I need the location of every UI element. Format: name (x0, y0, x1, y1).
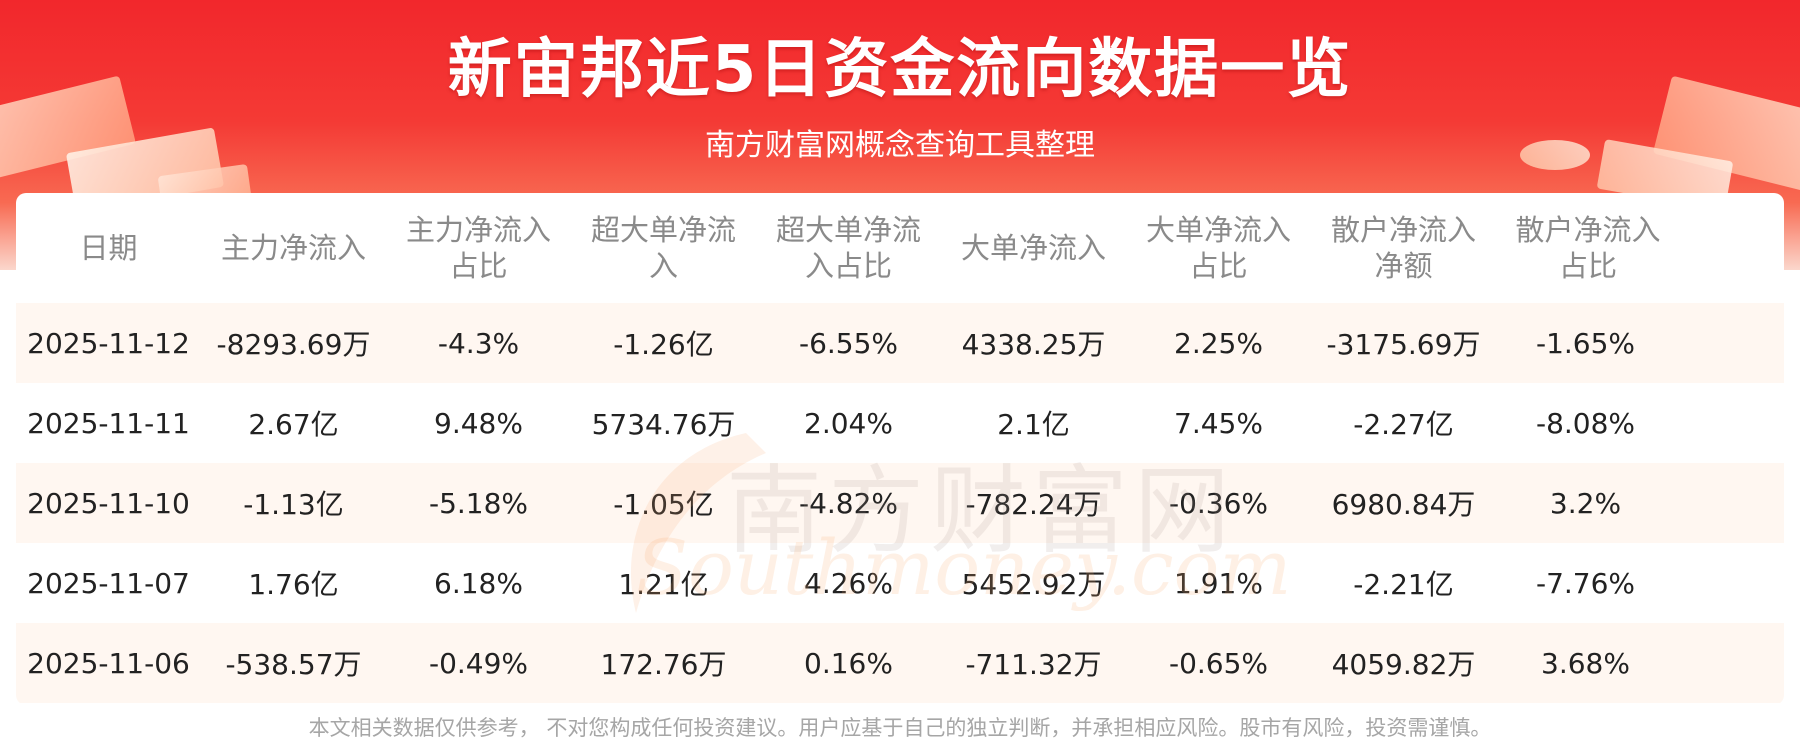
table-cell: 2.67亿 (201, 383, 386, 463)
table-cell: -8.08% (1496, 383, 1784, 463)
table-cell: 2025-11-12 (16, 303, 201, 383)
table-cell: -1.13亿 (201, 463, 386, 543)
column-header: 大单净流入 (960, 231, 1106, 265)
table-cell: 9.48% (386, 383, 571, 463)
table-cell: 4338.25万 (941, 303, 1126, 383)
table-cell: 5452.92万 (941, 543, 1126, 623)
table-row: 2025-11-10 -1.13亿 -5.18% -1.05亿 -4.82% -… (16, 463, 1784, 543)
table-cell: -5.18% (386, 463, 571, 543)
table-cell: 5734.76万 (571, 383, 756, 463)
column-header: 超大单净流入 (590, 213, 736, 283)
column-header: 主力净流入占比 (405, 213, 551, 283)
column-header: 主力净流入 (220, 231, 366, 265)
table-cell: 2025-11-06 (16, 623, 201, 703)
table-cell: 0.16% (756, 623, 941, 703)
table-cell: 3.2% (1496, 463, 1784, 543)
fund-flow-table: 日期 主力净流入 主力净流入占比 超大单净流入 超大单净流入占比 大单净流入 大… (16, 193, 1784, 703)
table-cell: -1.26亿 (571, 303, 756, 383)
table-cell: -538.57万 (201, 623, 386, 703)
table-cell: 6.18% (386, 543, 571, 623)
table-cell: -4.82% (756, 463, 941, 543)
table-cell: 1.21亿 (571, 543, 756, 623)
column-header: 日期 (79, 231, 138, 265)
disclaimer-text: 本文相关数据仅供参考， 不对您构成任何投资建议。用户应基于自己的独立判断，并承担… (308, 716, 1492, 740)
table-cell: -4.3% (386, 303, 571, 383)
table-cell: 2.04% (756, 383, 941, 463)
table-row: 2025-11-06 -538.57万 -0.49% 172.76万 0.16%… (16, 623, 1784, 703)
table-cell: -1.05亿 (571, 463, 756, 543)
table-row: 2025-11-12 -8293.69万 -4.3% -1.26亿 -6.55%… (16, 303, 1784, 383)
table-cell: 3.68% (1496, 623, 1784, 703)
table-cell: 172.76万 (571, 623, 756, 703)
table-cell: 2.1亿 (941, 383, 1126, 463)
table-row: 2025-11-07 1.76亿 6.18% 1.21亿 4.26% 5452.… (16, 543, 1784, 623)
table-cell: 1.91% (1126, 543, 1311, 623)
table-cell: 7.45% (1126, 383, 1311, 463)
table-cell: -3175.69万 (1311, 303, 1496, 383)
table-cell: -2.27亿 (1311, 383, 1496, 463)
table-cell: 2025-11-07 (16, 543, 201, 623)
table-cell: -782.24万 (941, 463, 1126, 543)
table-cell: -7.76% (1496, 543, 1784, 623)
data-card: 日期 主力净流入 主力净流入占比 超大单净流入 超大单净流入占比 大单净流入 大… (16, 193, 1784, 705)
table-cell: 4.26% (756, 543, 941, 623)
column-header: 散户净流入占比 (1515, 213, 1661, 283)
table-cell: 2025-11-10 (16, 463, 201, 543)
table-cell: 2.25% (1126, 303, 1311, 383)
table-cell: -2.21亿 (1311, 543, 1496, 623)
column-header: 超大单净流入占比 (775, 213, 921, 283)
table-cell: -6.55% (756, 303, 941, 383)
table-cell: 2025-11-11 (16, 383, 201, 463)
page-subtitle: 南方财富网概念查询工具整理 (705, 128, 1095, 163)
table-cell: -0.36% (1126, 463, 1311, 543)
table-row: 2025-11-11 2.67亿 9.48% 5734.76万 2.04% 2.… (16, 383, 1784, 463)
table-cell: -8293.69万 (201, 303, 386, 383)
table-cell: -711.32万 (941, 623, 1126, 703)
table-cell: -0.65% (1126, 623, 1311, 703)
table-cell: 1.76亿 (201, 543, 386, 623)
page-title: 新宙邦近5日资金流向数据一览 (447, 33, 1353, 107)
table-header-row: 日期 主力净流入 主力净流入占比 超大单净流入 超大单净流入占比 大单净流入 大… (16, 193, 1784, 303)
table-cell: -0.49% (386, 623, 571, 703)
table-cell: 6980.84万 (1311, 463, 1496, 543)
decor-shape (1520, 140, 1590, 170)
column-header: 大单净流入占比 (1145, 213, 1291, 283)
column-header: 散户净流入净额 (1330, 213, 1476, 283)
table-cell: -1.65% (1496, 303, 1784, 383)
table-cell: 4059.82万 (1311, 623, 1496, 703)
